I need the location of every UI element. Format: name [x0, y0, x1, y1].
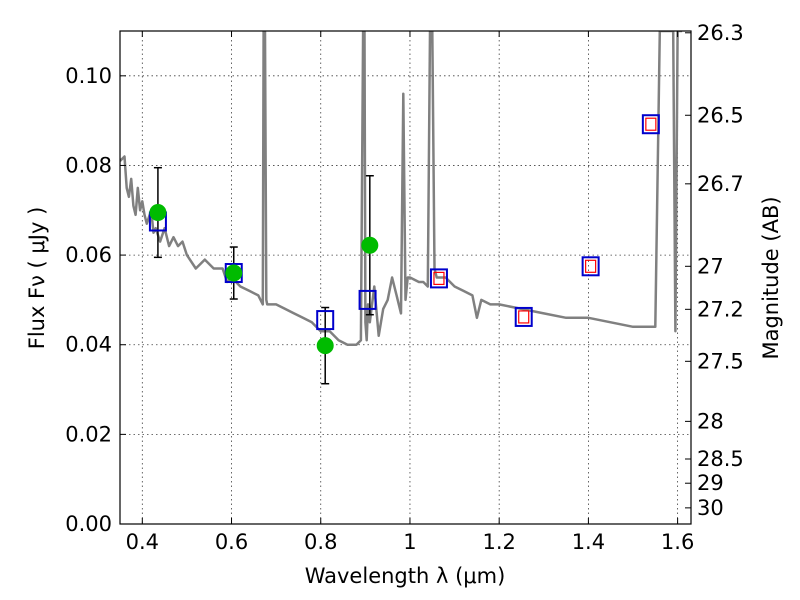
x-axis-ticks: 0.4 0.6 0.8 1 1.2 1.4 1.6 — [126, 31, 694, 554]
magnitude-tick-label: 26.3 — [697, 21, 744, 45]
y-tick-label: 0.08 — [65, 153, 112, 177]
y-tick-label: 0.00 — [65, 512, 112, 536]
red-square-marker — [518, 310, 530, 324]
magnitude-tick-label: 29 — [697, 471, 724, 495]
magnitude-tick-label: 26.5 — [697, 103, 744, 127]
x-tick-label: 1.2 — [482, 530, 515, 554]
model-flux-square — [429, 268, 448, 289]
observed-flux-point — [361, 236, 379, 254]
observed-flux-point — [149, 204, 167, 222]
model-flux-square — [641, 114, 660, 135]
observed-flux-point — [316, 337, 334, 355]
x-tick-label: 0.8 — [304, 530, 337, 554]
plot-frame — [119, 30, 692, 525]
magnitude-tick-label: 28.5 — [697, 447, 744, 471]
model-flux-square — [358, 289, 377, 310]
red-square-marker — [645, 117, 657, 131]
photometry-markers — [148, 114, 660, 385]
magnitude-tick-label: 27.2 — [697, 297, 744, 321]
model-spectrum-line — [120, 31, 683, 346]
magnitude-tick-label: 26.7 — [697, 172, 744, 196]
x-tick-label: 0.4 — [126, 530, 159, 554]
x-tick-label: 1 — [403, 530, 416, 554]
magnitude-tick-label: 27.5 — [697, 349, 744, 373]
model-flux-square — [514, 306, 533, 327]
y-tick-label: 0.02 — [65, 422, 112, 446]
model-flux-square — [316, 310, 335, 331]
model-flux-square — [581, 256, 600, 277]
spectrum-layer — [120, 31, 683, 346]
y-tick-label: 0.10 — [65, 64, 112, 88]
magnitude-tick-label: 28 — [697, 409, 724, 433]
y-axis-label: Flux Fν ( μJy ) — [25, 207, 49, 350]
red-square-marker — [585, 259, 597, 273]
y-axis-ticks: 0.00 0.02 0.04 0.06 0.08 0.10 — [65, 64, 126, 536]
right-axis-label: Magnitude (AB) — [759, 196, 783, 359]
magnitude-tick-label: 27 — [697, 254, 724, 278]
x-axis-label: Wavelength λ (μm) — [305, 564, 506, 588]
observed-flux-point — [225, 264, 243, 282]
red-square-marker — [433, 271, 445, 285]
gridlines — [120, 31, 691, 525]
y-tick-label: 0.04 — [65, 333, 112, 357]
x-tick-label: 0.6 — [215, 530, 248, 554]
x-tick-label: 1.4 — [572, 530, 605, 554]
y-tick-label: 0.06 — [65, 243, 112, 267]
x-tick-label: 1.6 — [661, 530, 694, 554]
magnitude-tick-label: 30 — [697, 496, 724, 520]
